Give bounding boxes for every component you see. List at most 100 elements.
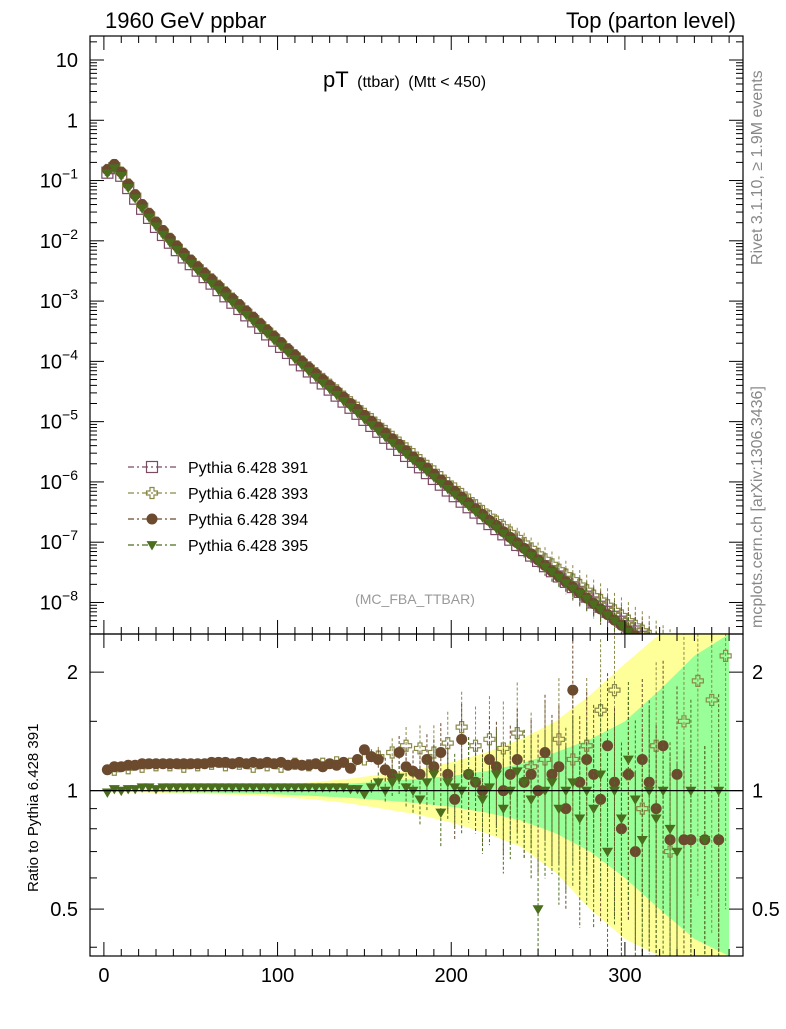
ratio-data-point (185, 783, 197, 793)
main-data-point (233, 304, 245, 315)
ratio-data-point (636, 802, 649, 815)
main-data-point (435, 479, 447, 489)
ratio-data-point (282, 783, 294, 793)
main-data-point (525, 552, 537, 562)
ratio-data-point (615, 814, 627, 824)
main-data-point (476, 513, 488, 523)
ratio-data-point (254, 783, 266, 793)
ratio-data-point (240, 783, 252, 793)
ratio-data-point (129, 785, 141, 795)
mcplots-label: mcplots.cern.ch [arXiv:1306.3436] (749, 386, 766, 628)
main-data-point (150, 222, 162, 232)
ratio-data-point (504, 786, 516, 797)
main-data-point (365, 421, 377, 431)
ratio-data-point (358, 790, 370, 800)
main-data-point (456, 496, 468, 506)
ratio-data-point (247, 783, 259, 793)
main-ytick-label: 10 (56, 50, 78, 72)
ratio-data-point (399, 739, 413, 752)
ratio-data-point (483, 733, 496, 746)
main-ytick-mantissa: 10 (40, 592, 62, 614)
main-data-point (206, 279, 218, 289)
main-ytick-exponent: −7 (62, 527, 78, 543)
ratio-data-point (351, 753, 363, 765)
ratio-data-point (393, 773, 405, 783)
ratio-uncertainty-band (103, 634, 730, 956)
main-data-point (247, 317, 259, 327)
ratio-data-point (713, 786, 725, 797)
ratio-data-point (317, 783, 329, 793)
ratio-data-point (497, 804, 509, 815)
ratio-data-point (643, 786, 655, 797)
main-data-point (226, 298, 238, 308)
main-data-point (282, 348, 294, 359)
ratio-data-point (421, 778, 433, 788)
ratio-data-point (407, 786, 419, 797)
ratio-data-point (303, 783, 315, 793)
main-data-point (428, 473, 440, 483)
legend-marker (145, 486, 159, 500)
ratio-data-point (581, 786, 593, 797)
ratio-data-point (552, 733, 566, 746)
ratio-data-point (331, 783, 343, 793)
ratio-data-point (413, 742, 427, 755)
ratio-data-point (657, 786, 669, 797)
main-data-point (310, 373, 322, 383)
ratio-xtick-label: 300 (608, 965, 641, 987)
main-data-point (407, 456, 419, 466)
ratio-data-point (567, 684, 579, 696)
main-ytick-exponent: −5 (62, 407, 78, 423)
ratio-data-point (518, 778, 530, 788)
main-data-point (567, 584, 579, 595)
ratio-data-point (525, 768, 537, 780)
legend: Pythia 6.428 391 Pythia 6.428 393 Pythia 6… (128, 460, 308, 555)
ratio-data-point (539, 786, 551, 797)
main-data-point (268, 336, 280, 346)
ratio-data-point (414, 795, 426, 805)
ratio-data-point (428, 761, 440, 773)
main-data-point (129, 194, 141, 204)
main-ytick-mantissa: 10 (40, 351, 62, 373)
main-data-point (261, 329, 273, 340)
main-data-point (497, 529, 509, 539)
ratio-data-point (511, 727, 524, 740)
ratio-data-point (629, 795, 641, 805)
ratio-data-point (157, 783, 169, 793)
main-data-point (136, 204, 148, 214)
main-data-point (192, 266, 204, 277)
main-data-point (539, 563, 551, 573)
ratio-data-point (206, 783, 218, 793)
main-ytick-exponent: −6 (62, 467, 78, 483)
ratio-data-point (705, 693, 718, 707)
ratio-data-point (414, 768, 426, 780)
main-data-point (414, 461, 426, 472)
ratio-data-point (532, 905, 544, 915)
ratio-data-point (372, 778, 384, 788)
ratio-ytick-label-right: 1 (752, 781, 763, 803)
analysis-watermark: (MC_FBA_TTBAR) (355, 591, 475, 607)
ratio-data-point (171, 783, 183, 793)
ratio-xtick-label: 100 (261, 965, 294, 987)
ratio-data-point (650, 803, 662, 815)
ratio-data-point (372, 753, 384, 765)
legend-marker (146, 541, 158, 551)
ratio-data-point (677, 715, 691, 728)
main-ytick-mantissa: 10 (40, 231, 62, 253)
ratio-data-point (699, 835, 711, 846)
ratio-data-point (213, 783, 225, 793)
ratio-xtick-label: 200 (435, 965, 468, 987)
ratio-data-point (483, 783, 495, 793)
ratio-data-point (268, 783, 280, 793)
ratio-data-point (470, 778, 482, 788)
ratio-data-point (643, 776, 655, 788)
main-data-point (511, 541, 523, 551)
main-series (101, 164, 657, 634)
ratio-data-point (233, 783, 245, 793)
main-data-point (615, 621, 627, 632)
ratio-ytick-label: 1 (67, 781, 78, 803)
main-data-point (213, 286, 225, 296)
ratio-data-point (136, 783, 148, 793)
main-data-point (553, 573, 565, 583)
main-data-point (490, 524, 502, 534)
ratio-data-point (539, 746, 551, 758)
